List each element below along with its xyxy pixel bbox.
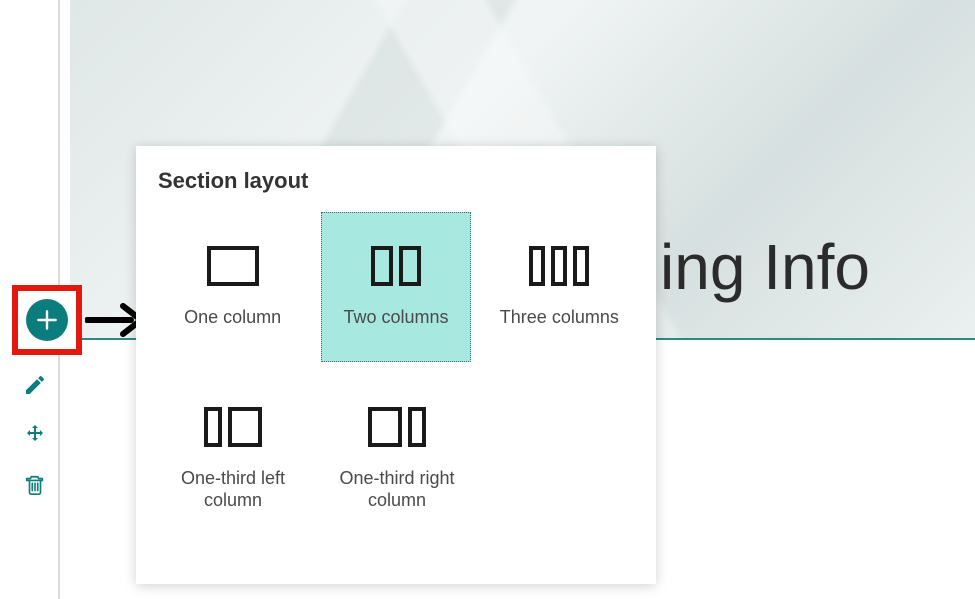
delete-section-button[interactable] — [20, 470, 50, 500]
page-title-fragment: ing Info — [660, 230, 870, 304]
one-column-icon — [207, 246, 259, 286]
section-layout-popup: Section layout One column Two columns Th… — [136, 146, 656, 584]
two-columns-icon — [371, 246, 421, 286]
add-section-button[interactable] — [26, 299, 68, 341]
layout-option-one-third-left[interactable]: One-third left column — [158, 384, 308, 534]
layout-options-row-1: One column Two columns Three columns — [158, 212, 634, 362]
layout-label: One-third left column — [166, 467, 300, 512]
layout-options-row-2: One-third left column One-third right co… — [158, 384, 634, 534]
layout-option-one-column[interactable]: One column — [158, 212, 307, 362]
layout-option-two-columns[interactable]: Two columns — [321, 212, 470, 362]
one-third-right-icon — [368, 407, 426, 447]
layout-label: One column — [184, 306, 281, 329]
one-third-left-icon — [204, 407, 262, 447]
move-icon — [23, 423, 47, 447]
trash-icon — [24, 474, 46, 496]
annotation-highlight-box — [12, 285, 82, 355]
layout-label: Two columns — [343, 306, 448, 329]
popup-title: Section layout — [158, 168, 634, 194]
layout-label: One-third right column — [330, 467, 464, 512]
layout-label: Three columns — [500, 306, 619, 329]
move-section-button[interactable] — [20, 420, 50, 450]
plus-icon — [34, 307, 60, 333]
edit-section-button[interactable] — [20, 370, 50, 400]
edit-icon — [23, 373, 47, 397]
layout-option-three-columns[interactable]: Three columns — [485, 212, 634, 362]
layout-option-one-third-right[interactable]: One-third right column — [322, 384, 472, 534]
three-columns-icon — [529, 246, 589, 286]
